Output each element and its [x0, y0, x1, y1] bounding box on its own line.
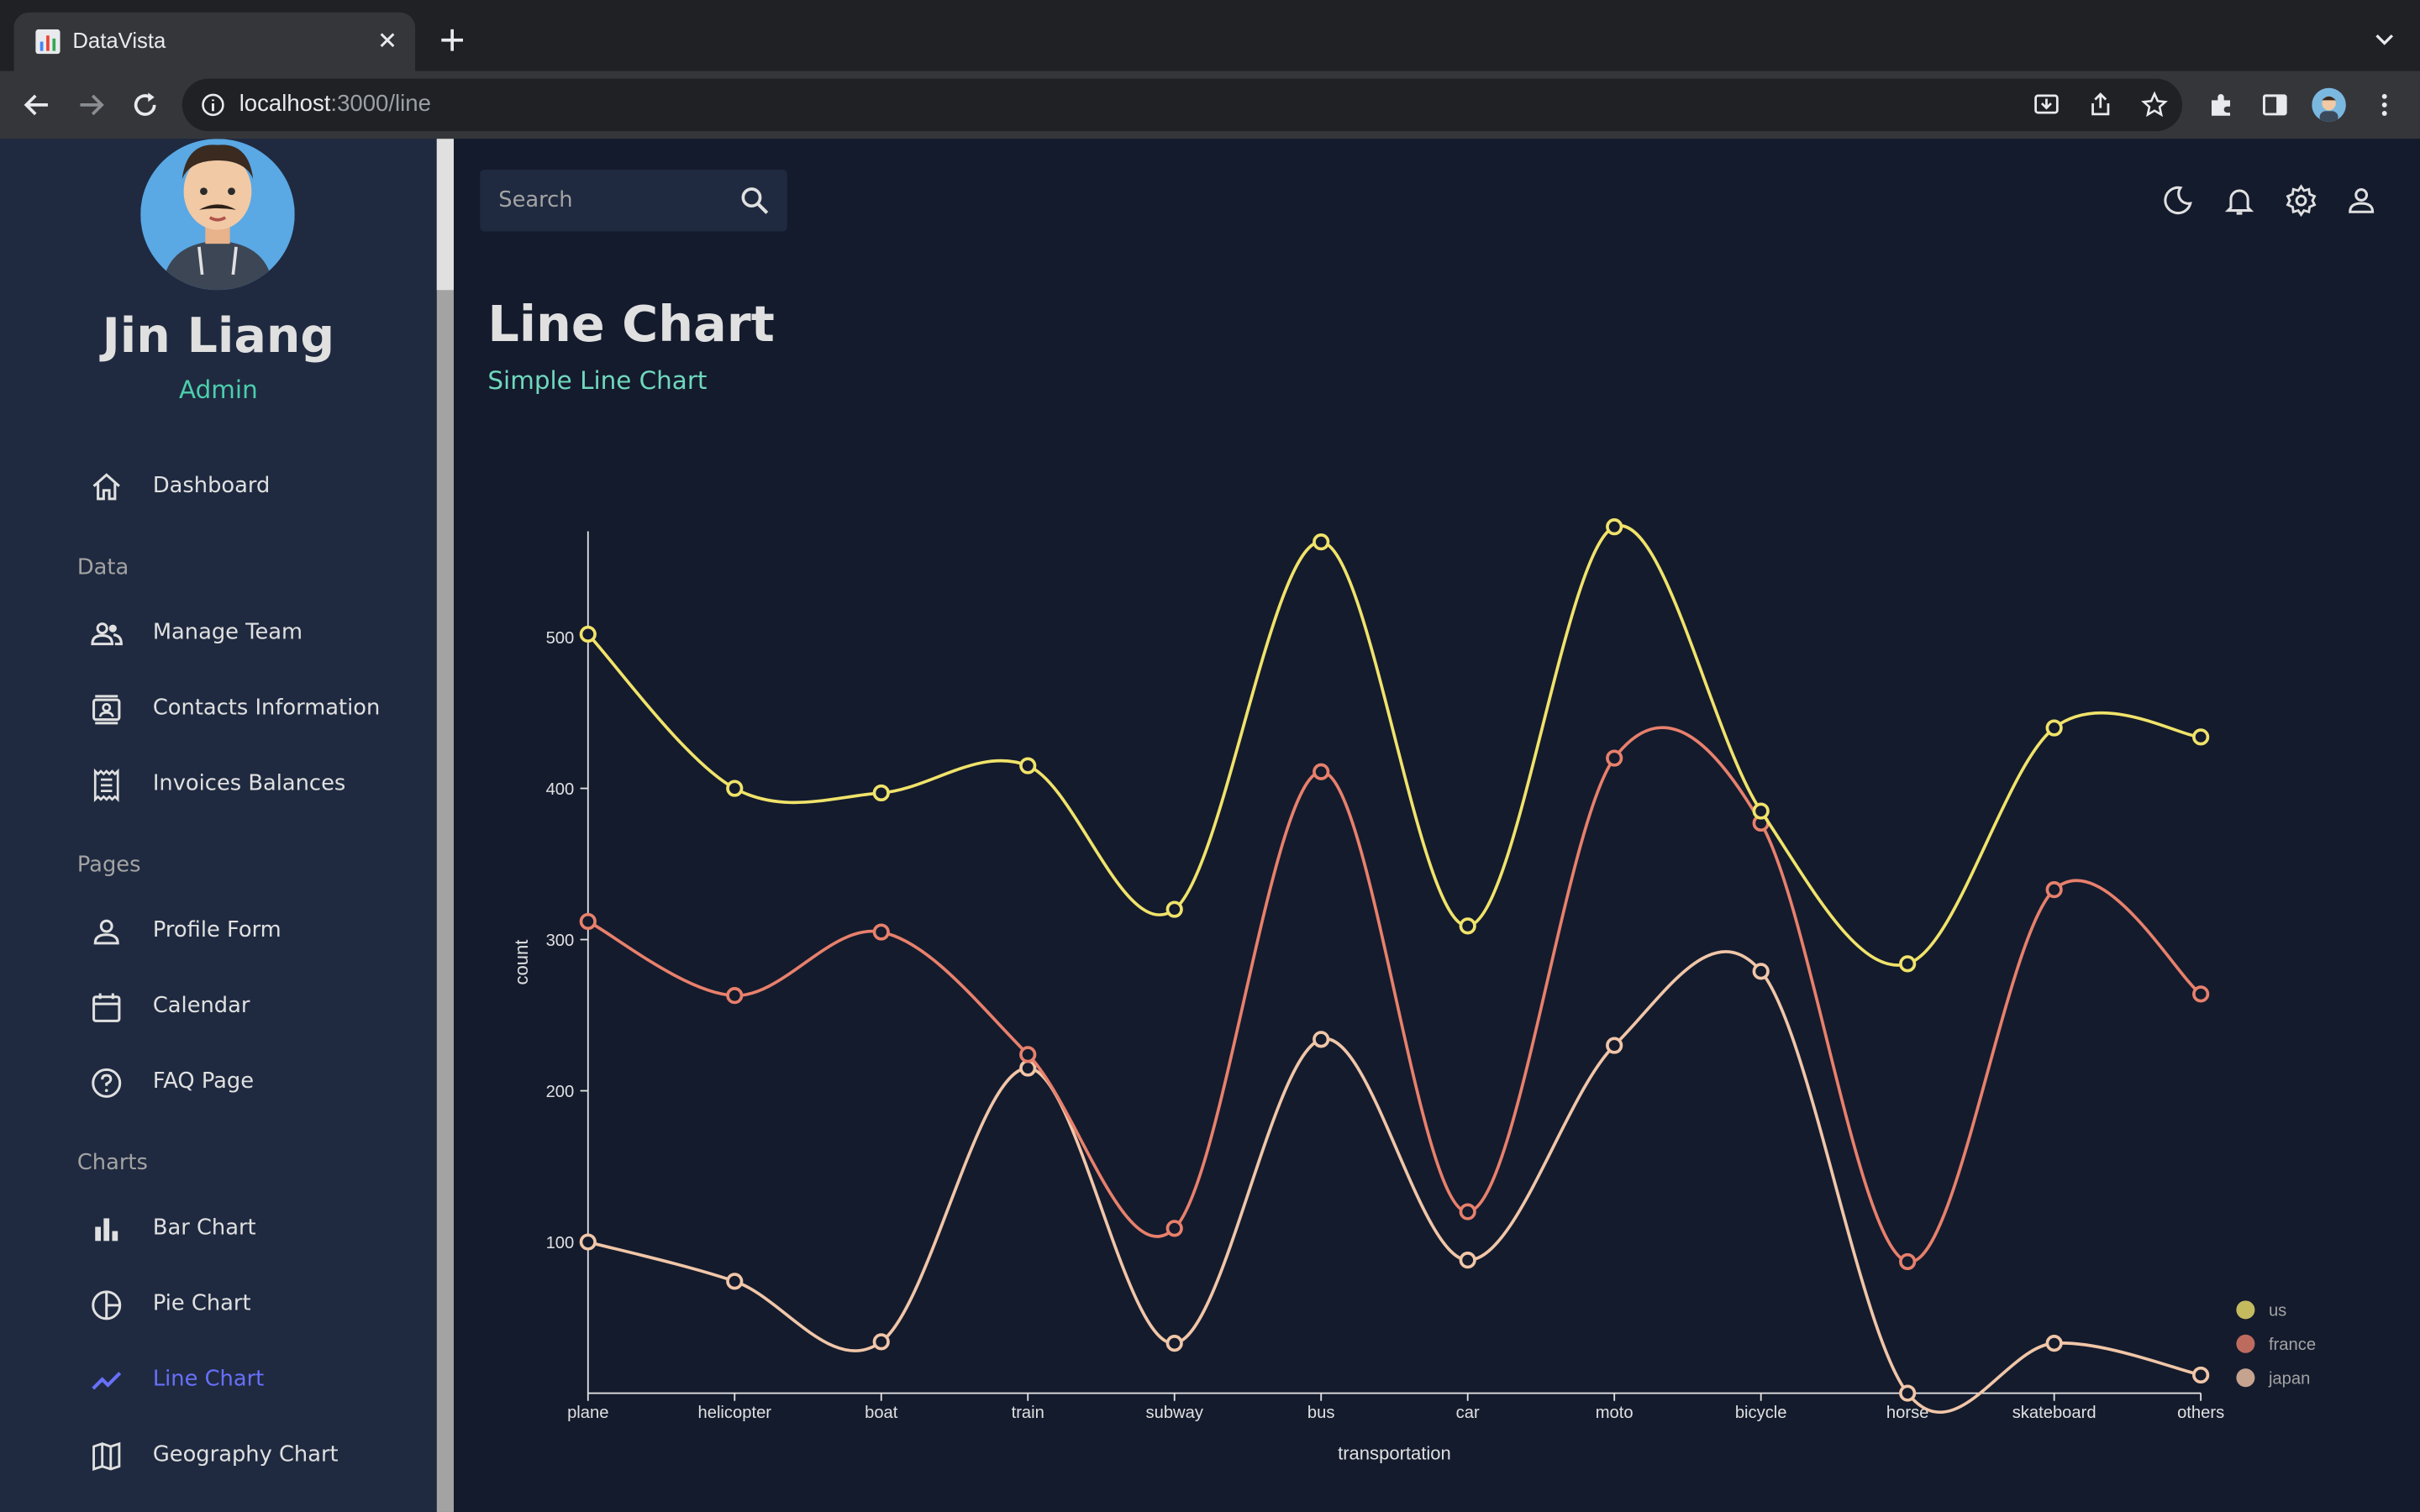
browser-tab[interactable]: DataVista — [13, 12, 416, 71]
sidebar-item-calendar[interactable]: Calendar — [0, 977, 437, 1038]
sidebar-item-label: Manage Team — [152, 620, 303, 645]
line-chart-icon — [92, 1372, 122, 1390]
contacts-icon — [92, 695, 121, 725]
sidebar-item-contacts[interactable]: Contacts Information — [0, 679, 437, 740]
app-favicon-icon — [35, 29, 60, 55]
url-text: localhost:3000/line — [239, 91, 431, 118]
sidebar-item-label: Geography Chart — [152, 1442, 339, 1467]
address-bar[interactable]: localhost:3000/line — [182, 78, 2183, 132]
help-icon — [92, 1068, 122, 1098]
browser-tabbar: DataVista — [0, 0, 2420, 71]
notifications-icon[interactable] — [2223, 184, 2256, 218]
person-icon[interactable] — [2344, 184, 2378, 218]
section-label-data: Data — [76, 555, 129, 580]
section-label-pages: Pages — [76, 853, 141, 879]
new-tab-icon[interactable] — [439, 26, 466, 54]
sidebar-item-label: Dashboard — [152, 473, 271, 499]
sidebar-item-geography-chart[interactable]: Geography Chart — [0, 1425, 437, 1487]
home-icon — [92, 473, 120, 501]
sidebar-item-manage-team[interactable]: Manage Team — [0, 603, 437, 664]
sidebar-item-pie-chart[interactable]: Pie Chart — [0, 1274, 437, 1336]
main-content: Line Chart Simple Line Chart — [453, 139, 2420, 1512]
reload-icon[interactable] — [129, 90, 160, 121]
person-icon — [93, 919, 119, 945]
sidebar-item-label: Line Chart — [152, 1367, 265, 1392]
sidebar-item-invoices[interactable]: Invoices Balances — [0, 754, 437, 816]
page-subtitle: Simple Line Chart — [487, 365, 708, 396]
user-role: Admin — [179, 375, 258, 405]
sidebar-item-label: Profile Form — [152, 917, 281, 943]
close-icon[interactable] — [375, 28, 399, 52]
star-icon[interactable] — [2141, 91, 2169, 118]
side-panel-icon[interactable] — [2261, 91, 2289, 118]
sidebar-item-label: Contacts Information — [152, 696, 381, 721]
tab-title: DataVista — [72, 28, 166, 53]
search-input[interactable] — [498, 185, 730, 217]
search-box — [480, 170, 787, 232]
settings-icon[interactable] — [2284, 184, 2317, 218]
sidebar-scrollbar[interactable] — [436, 139, 454, 1512]
pie-chart-icon — [92, 1290, 122, 1320]
sidebar-scrollbar-thumb[interactable] — [436, 139, 454, 291]
user-name: Jin Liang — [102, 308, 335, 365]
calendar-icon — [92, 993, 121, 1022]
sidebar-item-profile-form[interactable]: Profile Form — [0, 901, 437, 963]
browser-profile-avatar[interactable] — [2312, 87, 2346, 123]
sidebar: Jin Liang Admin Dashboard Data Manage Te… — [0, 139, 437, 1512]
sidebar-item-line-chart[interactable]: Line Chart — [0, 1350, 437, 1411]
bar-chart-icon — [95, 1218, 118, 1242]
sidebar-item-label: FAQ Page — [152, 1068, 255, 1095]
page-title: Line Chart — [487, 294, 775, 354]
section-label-charts: Charts — [76, 1151, 148, 1176]
people-icon — [91, 622, 123, 646]
forward-icon[interactable] — [76, 90, 107, 121]
avatar — [140, 139, 295, 291]
map-icon — [92, 1441, 121, 1471]
info-icon[interactable] — [201, 92, 225, 117]
share-icon[interactable] — [2086, 91, 2114, 118]
sidebar-item-label: Invoices Balances — [152, 771, 346, 796]
receipt-icon — [93, 768, 119, 802]
sidebar-item-dashboard[interactable]: Dashboard — [0, 457, 437, 518]
chevron-down-icon[interactable] — [2374, 29, 2396, 51]
back-icon[interactable] — [22, 90, 53, 121]
install-icon[interactable] — [2033, 91, 2060, 118]
search-icon[interactable] — [739, 185, 771, 216]
dark-mode-icon[interactable] — [2160, 184, 2194, 218]
sidebar-item-label: Pie Chart — [152, 1291, 251, 1316]
sidebar-item-faq[interactable]: FAQ Page — [0, 1053, 437, 1114]
more-vert-icon[interactable] — [2370, 91, 2398, 118]
sidebar-item-label: Calendar — [152, 993, 250, 1019]
sidebar-item-bar-chart[interactable]: Bar Chart — [0, 1199, 437, 1260]
extensions-icon[interactable] — [2207, 91, 2234, 118]
sidebar-item-label: Bar Chart — [152, 1215, 256, 1241]
browser-toolbar: localhost:3000/line — [0, 71, 2420, 139]
